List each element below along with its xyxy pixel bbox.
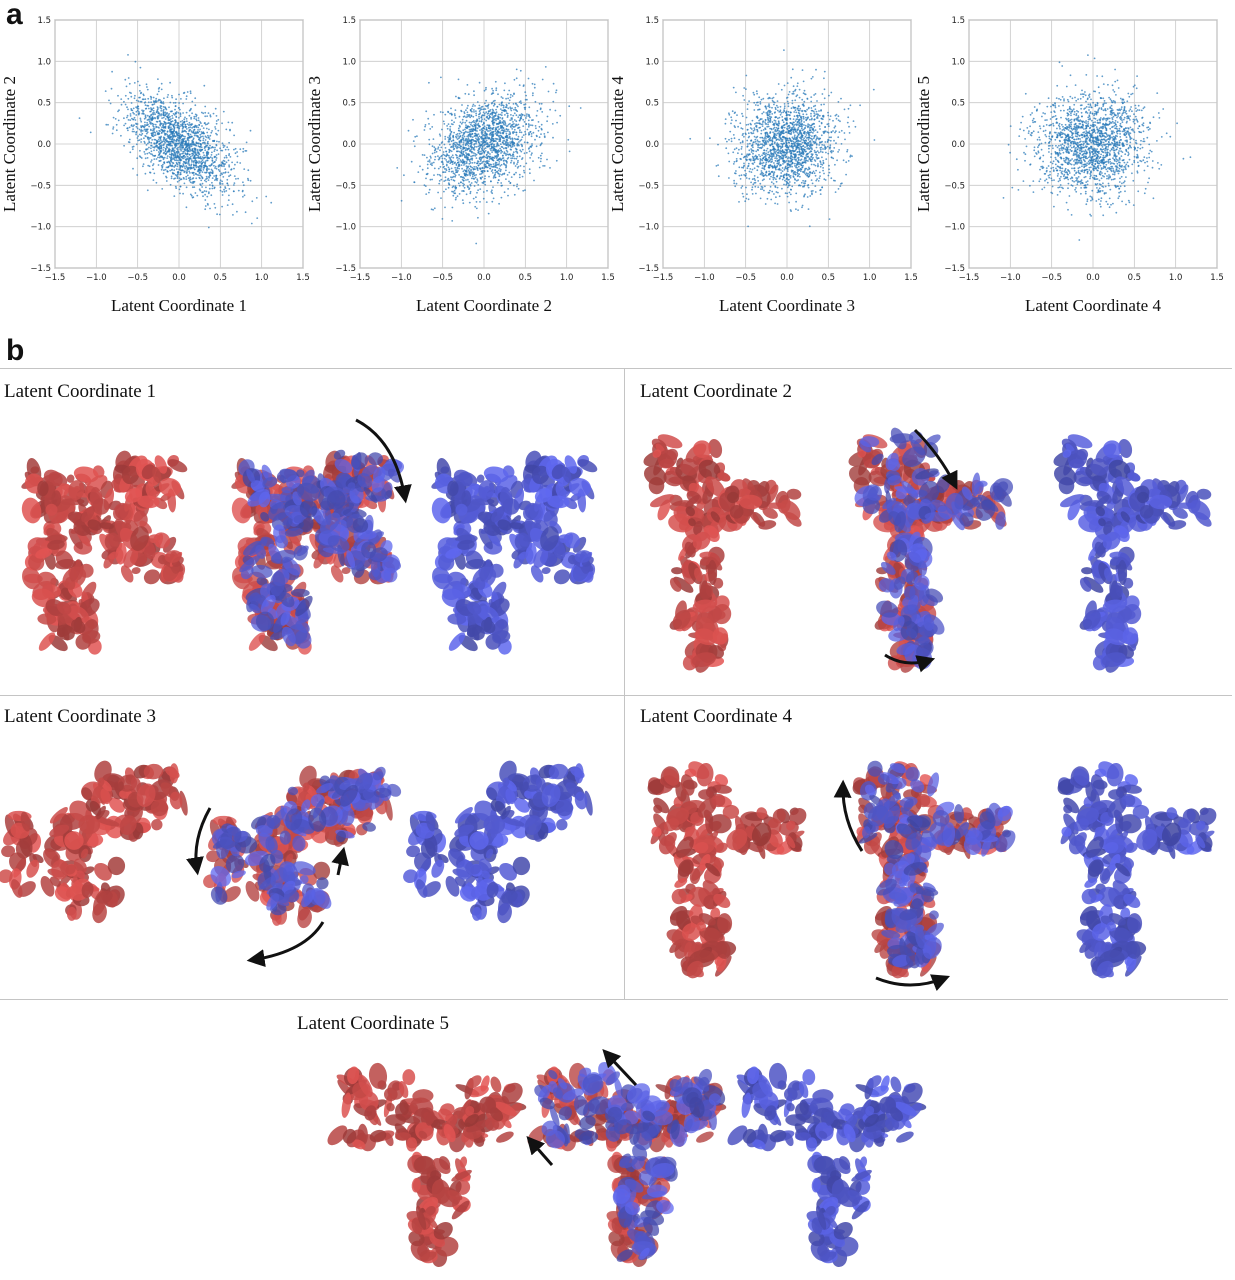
scatter-point (222, 172, 225, 174)
scatter-point (175, 168, 178, 171)
scatter-point (166, 133, 169, 136)
panel-a-label: a (6, 0, 23, 31)
scatter-point (224, 168, 227, 171)
y-tick-label: −1.5 (30, 264, 51, 274)
scatter-point (179, 171, 182, 174)
scatter-point (228, 188, 231, 190)
scatter-point (216, 213, 219, 216)
scatter-point (237, 189, 240, 192)
scatter-point (178, 127, 181, 130)
scatter-point (138, 139, 141, 142)
scatter-point (137, 80, 139, 83)
scatter-point (183, 182, 186, 185)
x-tick-label: 1.5 (296, 273, 310, 283)
scatter-plots-svg: −1.5−1.5 −1.0 −1.0 −0.5 −0.5 0.0 0.0 0.5 0.5 1.0 1… (0, 16, 1224, 315)
scatter-point (199, 128, 202, 131)
scatter-point (200, 131, 203, 133)
scatter-point (247, 177, 249, 180)
scatter-point (173, 169, 176, 172)
scatter-point (171, 117, 174, 119)
scatter-point (139, 119, 142, 121)
scatter-point (188, 153, 191, 156)
scatter-point (211, 157, 214, 160)
scatter-point (202, 139, 205, 142)
scatter-points (78, 54, 273, 229)
scatter-point (135, 133, 138, 136)
scatter-point (129, 113, 132, 115)
scatter-point (155, 130, 158, 133)
scatter-point (127, 119, 130, 121)
scatter-plot-1: −1.5−1.5 −1.0 −1.0 −0.5 −0.5 0.0 0.0 0.5 0.5 1.0 1… (0, 16, 310, 315)
scatter-point (118, 109, 120, 112)
scatter-point (166, 155, 169, 158)
scatter-point (203, 154, 206, 157)
scatter-point (178, 102, 181, 104)
scatter-point (178, 164, 181, 166)
x-tick-label: 1.0 (255, 273, 269, 283)
scatter-point (239, 162, 242, 164)
scatter-point (200, 111, 203, 114)
scatter-point (146, 88, 149, 91)
scatter-point (176, 165, 179, 168)
scatter-point (202, 137, 205, 140)
scatter-point (203, 179, 206, 182)
scatter-point (202, 112, 205, 115)
y-tick-label: −1.0 (30, 223, 51, 233)
x-tick-label: 0.0 (172, 273, 186, 283)
scatter-point (198, 130, 201, 133)
scatter-point (190, 116, 193, 119)
scatter-point (160, 114, 162, 117)
scatter-point (180, 149, 183, 152)
y-tick-label: 1.5 (37, 16, 51, 26)
scatter-point (143, 140, 146, 143)
scatter-point (210, 194, 213, 197)
scatter-point (160, 113, 163, 116)
y-tick-label: 0.0 (37, 140, 51, 150)
scatter-point (131, 148, 134, 151)
scatter-point (223, 188, 225, 191)
x-tick-label: −0.5 (127, 273, 148, 283)
y-tick-label: −0.5 (30, 181, 51, 191)
scatter-point (166, 157, 169, 160)
x-tick-label: −1.0 (86, 273, 107, 283)
scatter-point (152, 123, 155, 126)
scatter-point (211, 151, 213, 154)
scatter-point (194, 104, 197, 107)
x-tick-label: 0.5 (214, 273, 228, 283)
scatter-point (184, 116, 186, 119)
scatter-point (227, 159, 230, 162)
scatter-point (207, 179, 210, 182)
scatter-plot-row: −1.5 −1.5 −1.0 −1.0 −0.5 −0.5 0.0 0.0 0.5 0.5 1.0 1… (0, 0, 1235, 330)
y-tick-label: 0.5 (37, 99, 51, 109)
y-tick-label: 1.0 (37, 57, 51, 67)
x-tick-label: −1.5 (45, 273, 66, 283)
scatter-point (239, 148, 242, 151)
scatter-point (222, 110, 225, 113)
scatter-point (204, 208, 207, 211)
scatter-point (228, 175, 230, 178)
